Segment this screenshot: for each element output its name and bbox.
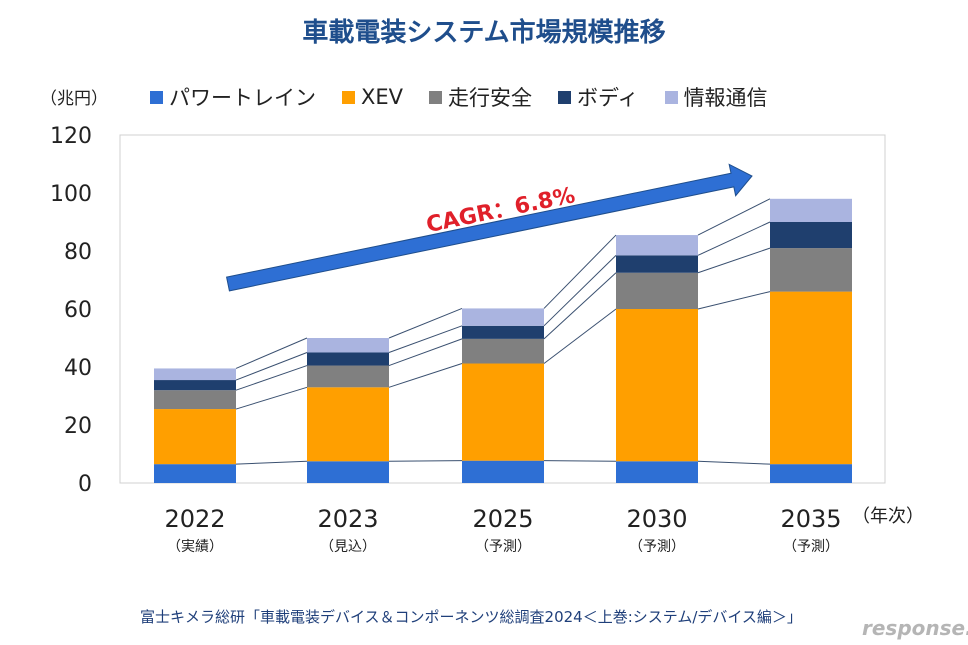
y-tick-label: 40 [64,356,92,381]
y-tick-label: 0 [78,472,92,497]
y-unit-label: （兆円） [40,89,108,109]
x-tick-note: （見込） [320,539,376,555]
y-tick-label: 20 [64,414,92,439]
legend: パワートレイン XEV 走行安全 ボディ 情報通信 [150,82,768,112]
legend-label: パワートレイン [169,86,316,110]
bar-segment [616,309,698,462]
x-tick-note: （予測） [475,539,531,555]
connector-line [235,352,308,381]
bar-segment [770,248,852,292]
bar-segment [154,390,236,410]
bar-segment [770,291,852,465]
legend-label: ボディ [577,86,639,110]
legend-label: 走行安全 [448,86,533,110]
bar-segment [616,255,698,273]
bar-segment [462,325,544,339]
y-tick-label: 60 [64,298,92,323]
x-tick-label: 2030 [626,505,687,533]
bar-segment [462,363,544,461]
legend-swatch [342,90,355,104]
connector-line [543,308,617,364]
bar-segment [307,387,389,462]
connector-line [697,291,771,310]
legend-label: 情報通信 [683,86,768,110]
bar-segment [616,272,698,309]
connector-line [543,234,617,309]
bar-segment [154,409,236,465]
legend-swatch [150,90,163,104]
bar-segment [462,460,544,483]
legend-swatch [558,90,572,104]
connector-line [543,254,617,327]
x-tick-note: （実績） [167,539,223,555]
connector-line [235,337,308,369]
bar-segment [154,380,236,391]
legend-swatch [429,90,443,104]
connector-line [388,307,463,339]
x-tick-label: 2025 [472,505,533,533]
bar-segment [307,338,389,353]
connector-line [697,221,771,256]
cagr-arrow-shape [225,163,753,292]
source-note: 富士キメラ総研「車載電装デバイス＆コンポーネンツ総調査2024＜上巻:システム/… [140,608,802,626]
bar-segment [770,198,852,222]
bar-segment [154,368,236,381]
connector-line [388,363,463,388]
y-tick-label: 120 [50,124,92,149]
legend-item: パワートレイン [150,82,316,112]
chart-title: 車載電装システム市場規模推移 [302,18,666,48]
connector-line [388,338,463,367]
legend-swatch [664,90,678,104]
watermark: response. [862,616,968,640]
bar-segment [154,464,236,483]
bar-segment [616,461,698,483]
connector-line [388,325,463,353]
x-tick-note: （予測） [783,539,839,555]
bar-segment [616,235,698,256]
legend-item: 情報通信 [664,82,768,112]
bar-segment [307,352,389,366]
bar-segment [770,464,852,483]
bar-segment [770,222,852,249]
connector-line [235,386,308,410]
connector-line [388,460,463,462]
x-axis-unit: （年次） [852,506,924,527]
legend-item: ボディ [558,82,639,112]
legend-label: XEV [361,85,404,109]
connector-line [697,247,771,274]
cagr-arrow [225,163,753,292]
bar-segment [307,461,389,483]
legend-item: 走行安全 [429,82,532,112]
x-tick-label: 2035 [780,505,841,533]
connector-line [235,460,308,465]
connector-line [543,272,617,340]
connector-line [543,460,617,462]
connector-line [697,198,771,236]
bar-segment [307,365,389,388]
bar-segment [462,308,544,326]
y-tick-label: 80 [64,240,92,265]
x-tick-label: 2022 [164,505,225,533]
x-tick-note: （予測） [629,539,685,555]
connector-line [697,460,771,465]
y-tick-label: 100 [50,182,92,207]
x-tick-label: 2023 [317,505,378,533]
bar-segment [462,338,544,364]
legend-item: XEV [342,85,403,109]
connector-line [235,365,308,391]
